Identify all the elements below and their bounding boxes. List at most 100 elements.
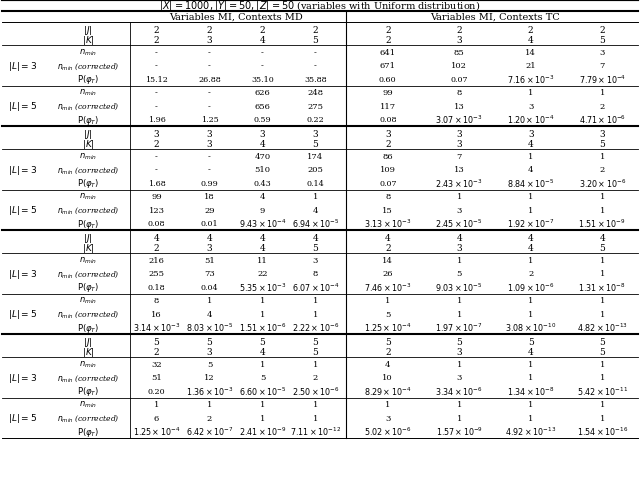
Text: 255: 255 bbox=[148, 270, 164, 278]
Text: 4: 4 bbox=[312, 234, 318, 242]
Text: 2: 2 bbox=[385, 140, 390, 149]
Text: $\mathrm{P}(\varphi_T)$: $\mathrm{P}(\varphi_T)$ bbox=[77, 384, 99, 397]
Text: 4: 4 bbox=[385, 360, 390, 368]
Text: 4: 4 bbox=[313, 206, 318, 214]
Text: $1.36\times10^{-3}$: $1.36\times10^{-3}$ bbox=[186, 385, 234, 397]
Text: 5: 5 bbox=[599, 244, 605, 253]
Text: 3: 3 bbox=[456, 244, 462, 253]
Text: $|K|$: $|K|$ bbox=[81, 346, 95, 359]
Text: 470: 470 bbox=[255, 152, 271, 160]
Text: $|K|$: $|K|$ bbox=[81, 242, 95, 255]
Text: $|L|{=}5$: $|L|{=}5$ bbox=[8, 308, 38, 320]
Text: -: - bbox=[208, 49, 211, 57]
Text: 1: 1 bbox=[528, 374, 533, 381]
Text: 510: 510 bbox=[255, 166, 271, 174]
Text: $5.42\times10^{-11}$: $5.42\times10^{-11}$ bbox=[577, 385, 628, 397]
Text: 32: 32 bbox=[151, 360, 162, 368]
Text: $6.07\times10^{-4}$: $6.07\times10^{-4}$ bbox=[292, 281, 339, 293]
Text: 1: 1 bbox=[313, 400, 318, 408]
Text: 1: 1 bbox=[207, 297, 212, 304]
Text: $n_{min}$: $n_{min}$ bbox=[79, 151, 97, 162]
Text: 1: 1 bbox=[385, 297, 390, 304]
Text: 2: 2 bbox=[385, 244, 390, 253]
Text: 1: 1 bbox=[528, 193, 533, 201]
Text: -: - bbox=[208, 103, 211, 110]
Text: 1.96: 1.96 bbox=[148, 116, 165, 124]
Text: $4.92\times10^{-13}$: $4.92\times10^{-13}$ bbox=[505, 425, 556, 438]
Text: $1.34\times10^{-8}$: $1.34\times10^{-8}$ bbox=[507, 385, 555, 397]
Text: $n_{min}$ (corrected): $n_{min}$ (corrected) bbox=[57, 309, 119, 319]
Text: 123: 123 bbox=[148, 206, 164, 214]
Text: 5: 5 bbox=[260, 337, 266, 347]
Text: 1: 1 bbox=[600, 297, 605, 304]
Text: 2: 2 bbox=[528, 26, 534, 35]
Text: 5: 5 bbox=[599, 36, 605, 45]
Text: 0.14: 0.14 bbox=[307, 180, 324, 187]
Text: 174: 174 bbox=[307, 152, 324, 160]
Text: $8.84\times10^{-5}$: $8.84\times10^{-5}$ bbox=[507, 177, 554, 190]
Text: -: - bbox=[155, 152, 158, 160]
Text: 1: 1 bbox=[313, 360, 318, 368]
Text: 1: 1 bbox=[313, 310, 318, 318]
Text: $|X| = 1000, |Y| = 50, |Z| = 50$ (variables with Uniform distribution): $|X| = 1000, |Y| = 50, |Z| = 50$ (variab… bbox=[159, 0, 481, 13]
Text: 3: 3 bbox=[313, 256, 318, 264]
Text: $1.92\times10^{-7}$: $1.92\times10^{-7}$ bbox=[507, 218, 554, 230]
Text: 3: 3 bbox=[385, 130, 390, 139]
Text: 3: 3 bbox=[528, 103, 533, 110]
Text: $3.13\times10^{-3}$: $3.13\times10^{-3}$ bbox=[364, 218, 412, 230]
Text: 0.22: 0.22 bbox=[307, 116, 324, 124]
Text: 5: 5 bbox=[260, 374, 265, 381]
Text: 3: 3 bbox=[456, 348, 462, 357]
Text: 3: 3 bbox=[207, 130, 212, 139]
Text: 5: 5 bbox=[599, 337, 605, 347]
Text: 3: 3 bbox=[456, 140, 462, 149]
Text: 51: 51 bbox=[204, 256, 215, 264]
Text: 1: 1 bbox=[528, 206, 533, 214]
Text: 1: 1 bbox=[260, 414, 265, 422]
Text: Variables MI, Contexts TC: Variables MI, Contexts TC bbox=[430, 13, 560, 22]
Text: 1: 1 bbox=[600, 400, 605, 408]
Text: 29: 29 bbox=[204, 206, 215, 214]
Text: 1: 1 bbox=[600, 193, 605, 201]
Text: -: - bbox=[261, 62, 264, 70]
Text: -: - bbox=[208, 152, 211, 160]
Text: 10: 10 bbox=[383, 374, 393, 381]
Text: 99: 99 bbox=[382, 89, 393, 97]
Text: -: - bbox=[155, 103, 158, 110]
Text: 5: 5 bbox=[385, 337, 390, 347]
Text: 0.99: 0.99 bbox=[200, 180, 218, 187]
Text: 1: 1 bbox=[600, 310, 605, 318]
Text: $|L|{=}5$: $|L|{=}5$ bbox=[8, 411, 38, 424]
Text: 1: 1 bbox=[456, 193, 462, 201]
Text: 14: 14 bbox=[382, 256, 393, 264]
Text: 4: 4 bbox=[207, 310, 212, 318]
Text: $8.29\times10^{-4}$: $8.29\times10^{-4}$ bbox=[364, 385, 412, 397]
Text: 13: 13 bbox=[454, 103, 465, 110]
Text: $n_{min}$ (corrected): $n_{min}$ (corrected) bbox=[57, 372, 119, 383]
Text: $3.07\times10^{-3}$: $3.07\times10^{-3}$ bbox=[435, 114, 483, 126]
Text: 2: 2 bbox=[528, 270, 533, 278]
Text: 1: 1 bbox=[528, 256, 533, 264]
Text: 1: 1 bbox=[456, 297, 462, 304]
Text: 0.20: 0.20 bbox=[148, 387, 165, 395]
Text: 8: 8 bbox=[385, 193, 390, 201]
Text: 4: 4 bbox=[528, 234, 534, 242]
Text: $1.31\times10^{-8}$: $1.31\times10^{-8}$ bbox=[579, 281, 626, 293]
Text: 4: 4 bbox=[528, 244, 534, 253]
Text: 99: 99 bbox=[151, 193, 162, 201]
Text: -: - bbox=[155, 49, 158, 57]
Text: 2: 2 bbox=[313, 26, 318, 35]
Text: 0.08: 0.08 bbox=[379, 116, 397, 124]
Text: 641: 641 bbox=[380, 49, 396, 57]
Text: 3: 3 bbox=[528, 130, 534, 139]
Text: 1: 1 bbox=[313, 193, 318, 201]
Text: $7.11\times10^{-12}$: $7.11\times10^{-12}$ bbox=[290, 425, 341, 438]
Text: $9.03\times10^{-5}$: $9.03\times10^{-5}$ bbox=[435, 281, 483, 293]
Text: 275: 275 bbox=[307, 103, 323, 110]
Text: 2: 2 bbox=[154, 36, 159, 45]
Text: 1: 1 bbox=[385, 400, 390, 408]
Text: 5: 5 bbox=[456, 337, 462, 347]
Text: 216: 216 bbox=[148, 256, 164, 264]
Text: 4: 4 bbox=[260, 36, 266, 45]
Text: $|L|{=}3$: $|L|{=}3$ bbox=[8, 164, 38, 176]
